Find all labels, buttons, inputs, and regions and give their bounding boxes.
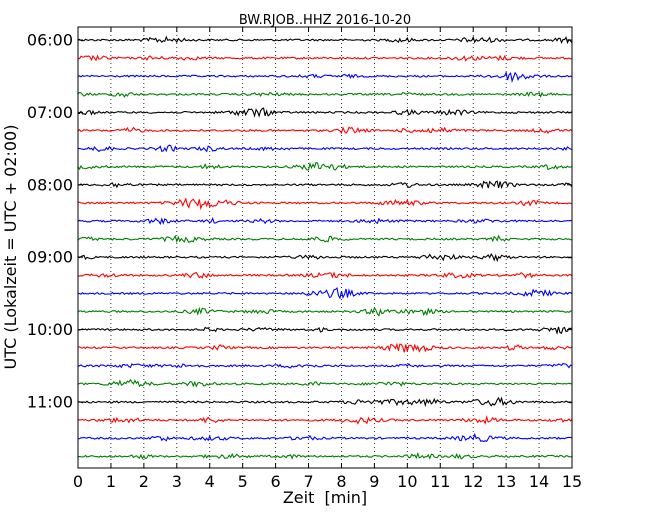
x-tick-label: 5 <box>238 472 248 491</box>
trace-0945 <box>77 306 573 317</box>
trace-1015 <box>77 342 573 353</box>
x-tick-label: 14 <box>529 472 549 491</box>
x-tick-label: 8 <box>336 472 346 491</box>
trace-1000 <box>77 326 573 336</box>
y-tick-label: 10:00 <box>27 320 73 339</box>
trace-1045 <box>77 378 573 388</box>
trace-0815 <box>77 197 573 211</box>
y-tick-label: 11:00 <box>27 393 73 412</box>
x-tick-label: 7 <box>303 472 313 491</box>
trace-0630 <box>77 70 573 83</box>
vertical-grid <box>110 27 540 468</box>
x-tick-label: 3 <box>172 472 182 491</box>
x-tick-label: 1 <box>106 472 116 491</box>
seismogram-traces <box>77 35 573 460</box>
y-axis-label: UTC (Lokalzeit = UTC + 02:00) <box>1 125 20 370</box>
x-tick-label: 11 <box>430 472 450 491</box>
trace-0730 <box>77 144 573 153</box>
x-tick-label: 6 <box>271 472 281 491</box>
y-tick-label: 09:00 <box>27 248 73 267</box>
x-axis-ticks: 0 1 2 3 4 5 6 7 8 9 10 11 12 13 14 15 <box>73 27 582 491</box>
chart-title: BW.RJOB..HHZ 2016-10-20 <box>239 13 411 28</box>
y-tick-label: 07:00 <box>27 103 73 122</box>
trace-0645 <box>77 91 573 99</box>
y-tick-label: 08:00 <box>27 175 73 194</box>
trace-0800 <box>77 180 573 190</box>
trace-0915 <box>77 271 573 279</box>
trace-1030 <box>77 362 573 369</box>
trace-1115 <box>77 414 573 425</box>
x-tick-label: 4 <box>205 472 215 491</box>
trace-0900 <box>77 253 573 263</box>
trace-0845 <box>77 234 573 244</box>
trace-1100 <box>77 396 573 408</box>
trace-0930 <box>77 287 573 300</box>
trace-0830 <box>77 216 573 226</box>
x-tick-label: 10 <box>397 472 417 491</box>
x-tick-label: 9 <box>369 472 379 491</box>
x-tick-label: 0 <box>73 472 83 491</box>
y-axis-ticks: 06:00 07:00 08:00 09:00 10:00 11:00 <box>27 31 572 412</box>
x-tick-label: 12 <box>463 472 483 491</box>
x-tick-label: 13 <box>496 472 516 491</box>
trace-0700 <box>77 107 573 118</box>
x-tick-label: 2 <box>139 472 149 491</box>
trace-0600 <box>77 35 573 45</box>
y-tick-label: 06:00 <box>27 31 73 50</box>
plot-frame <box>77 26 573 469</box>
trace-1145 <box>77 451 573 460</box>
trace-1130 <box>77 432 573 443</box>
trace-0715 <box>77 126 573 135</box>
x-axis-label: Zeit [min] <box>283 488 367 507</box>
trace-0615 <box>77 54 573 62</box>
x-tick-label: 15 <box>562 472 582 491</box>
trace-0745 <box>77 161 573 171</box>
